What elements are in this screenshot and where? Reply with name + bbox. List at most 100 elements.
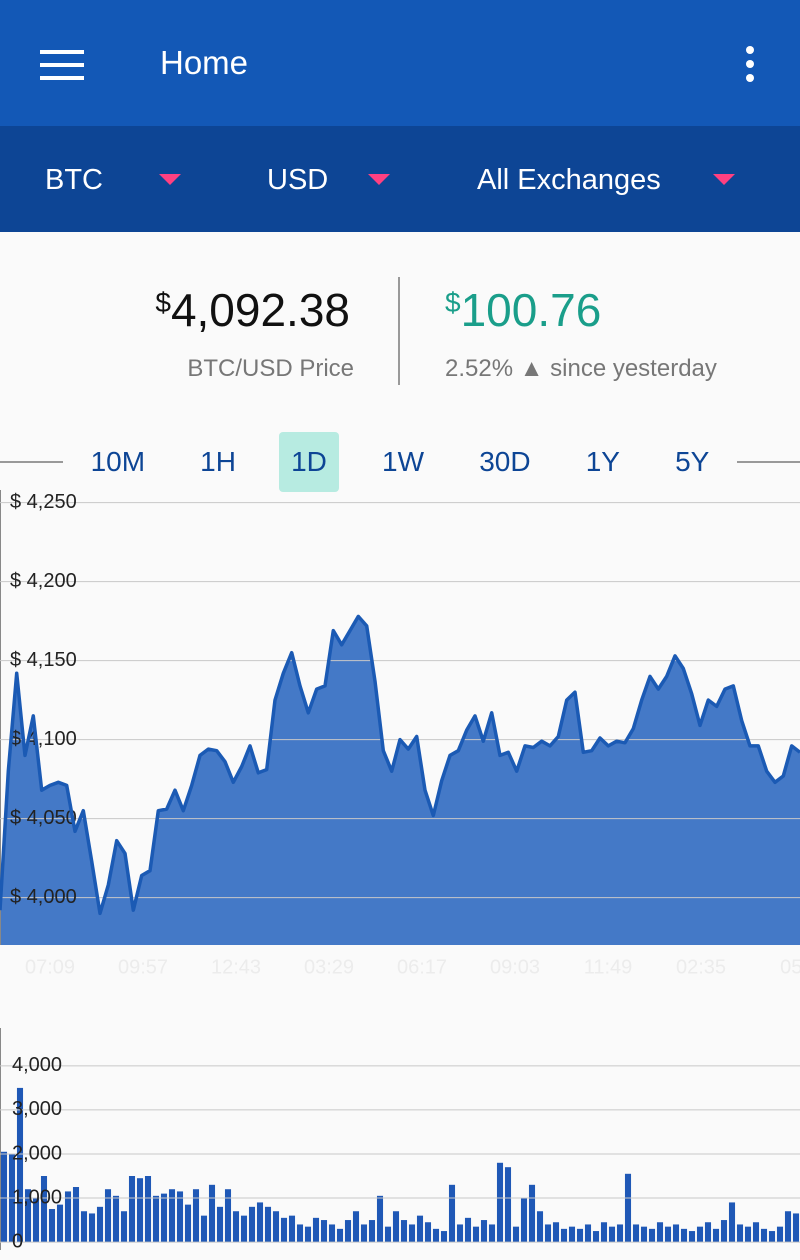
range-tab[interactable]: 10M <box>90 446 146 477</box>
x-tick-label: 05: <box>780 956 800 978</box>
currency-select[interactable]: USD <box>267 164 329 196</box>
volume-bar <box>344 1220 352 1243</box>
volume-bar <box>296 1224 304 1243</box>
volume-bar <box>720 1220 728 1243</box>
volume-bar <box>88 1213 96 1243</box>
range-tabs: 10M 1H 1D 1W 30D 1Y 5Y <box>63 430 737 494</box>
title: Home <box>160 44 249 81</box>
volume-bar <box>168 1189 176 1243</box>
volume-bar <box>128 1176 136 1243</box>
volume-bar <box>568 1226 576 1243</box>
volume-bar <box>80 1211 88 1243</box>
volume-bar <box>96 1206 104 1243</box>
selector-bar: BTC USD All Exchanges <box>0 126 800 232</box>
x-tick-label: 06:17 <box>397 956 447 978</box>
volume-bar <box>376 1195 384 1243</box>
y-tick-label: $ 4,000 <box>10 886 77 908</box>
volume-bar <box>312 1217 320 1243</box>
x-tick-label: 09:57 <box>118 956 168 978</box>
y-tick-label: 0 <box>12 1230 23 1252</box>
volume-bar <box>288 1215 296 1243</box>
volume-bar <box>512 1226 520 1243</box>
volume-bar <box>368 1220 376 1243</box>
volume-bar <box>400 1220 408 1243</box>
volume-bar <box>712 1228 720 1243</box>
volume-bar <box>144 1176 152 1243</box>
x-tick-label: 02:35 <box>676 956 726 978</box>
y-tick-label: 2,000 <box>12 1142 62 1164</box>
volume-bar <box>48 1209 56 1243</box>
volume-bar <box>664 1226 672 1243</box>
range-tab[interactable]: 1W <box>382 446 425 477</box>
x-tick-label: 12:43 <box>211 956 261 978</box>
volume-bar <box>728 1202 736 1243</box>
volume-bar <box>552 1222 560 1243</box>
range-tab[interactable]: 1Y <box>585 446 620 477</box>
currency-symbol: $ <box>155 287 171 318</box>
dropdown-arrow <box>713 174 735 185</box>
range-tab[interactable]: 1H <box>200 446 236 477</box>
x-tick-label: 11:49 <box>584 956 633 978</box>
dropdown-arrow <box>159 174 181 185</box>
range-tab[interactable]: 1D <box>279 432 339 492</box>
charts: $ 4,000 $ 4,050 $ 4,100 $ 4,150 $ 4,200 $ 4,2… <box>0 490 800 1252</box>
volume-bar <box>560 1228 568 1243</box>
change-label: 2.52% ▲ since yesterday <box>445 355 717 382</box>
volume-bar <box>608 1226 616 1243</box>
area <box>0 616 800 945</box>
range-tab[interactable]: 5Y <box>675 446 710 477</box>
volume-bar <box>488 1224 496 1243</box>
volume-bar <box>576 1228 584 1243</box>
app-bar: Home <box>0 0 800 126</box>
more-icon[interactable] <box>744 45 756 83</box>
volume-bar <box>416 1215 424 1243</box>
volume-bar <box>680 1228 688 1243</box>
y-tick-label: $ 4,200 <box>10 570 77 592</box>
volume-bar <box>448 1184 456 1243</box>
volume-bar <box>72 1187 80 1243</box>
volume-bar <box>152 1195 160 1243</box>
volume-bar <box>496 1162 504 1243</box>
volume-bar <box>656 1222 664 1243</box>
exchange-select[interactable]: All Exchanges <box>477 164 661 196</box>
volume-bar <box>32 1198 40 1243</box>
y-tick-label: 4,000 <box>12 1054 62 1076</box>
volume-bar <box>16 1087 24 1243</box>
coin-select[interactable]: BTC <box>45 164 103 196</box>
volume-bar <box>240 1215 248 1243</box>
volume-bar <box>744 1226 752 1243</box>
volume-bar <box>272 1211 280 1243</box>
price: $4,092.38 <box>155 283 350 337</box>
volume-bar <box>632 1224 640 1243</box>
rule <box>0 461 63 463</box>
volume-bar <box>760 1228 768 1243</box>
volume-bar <box>616 1224 624 1243</box>
volume-bar <box>440 1231 448 1243</box>
volume-bar <box>600 1222 608 1243</box>
x-tick-label: 07:09 <box>25 956 75 978</box>
volume-bar <box>360 1224 368 1243</box>
range-tab[interactable]: 30D <box>479 446 531 477</box>
volume-bar <box>696 1226 704 1243</box>
volume-bar <box>544 1224 552 1243</box>
currency-symbol: $ <box>445 287 461 318</box>
volume-bar <box>40 1176 48 1243</box>
volume-bar <box>592 1231 600 1243</box>
divider <box>398 277 400 385</box>
volume-bar <box>208 1184 216 1243</box>
volume-bar <box>464 1217 472 1243</box>
dropdown-arrow <box>368 174 390 185</box>
y-tick-label: 1,000 <box>12 1186 62 1208</box>
volume-bar <box>136 1178 144 1243</box>
volume-bar <box>336 1228 344 1243</box>
volume-bar <box>280 1217 288 1243</box>
volume-bar <box>56 1204 64 1243</box>
volume-bar <box>104 1189 112 1243</box>
menu-icon[interactable] <box>40 50 84 80</box>
volume-bar <box>776 1226 784 1243</box>
volume-bar <box>192 1189 200 1243</box>
x-tick-label: 09:03 <box>490 956 540 978</box>
volume-bar <box>384 1226 392 1243</box>
volume-bar <box>688 1231 696 1243</box>
volume-bar <box>784 1211 792 1243</box>
